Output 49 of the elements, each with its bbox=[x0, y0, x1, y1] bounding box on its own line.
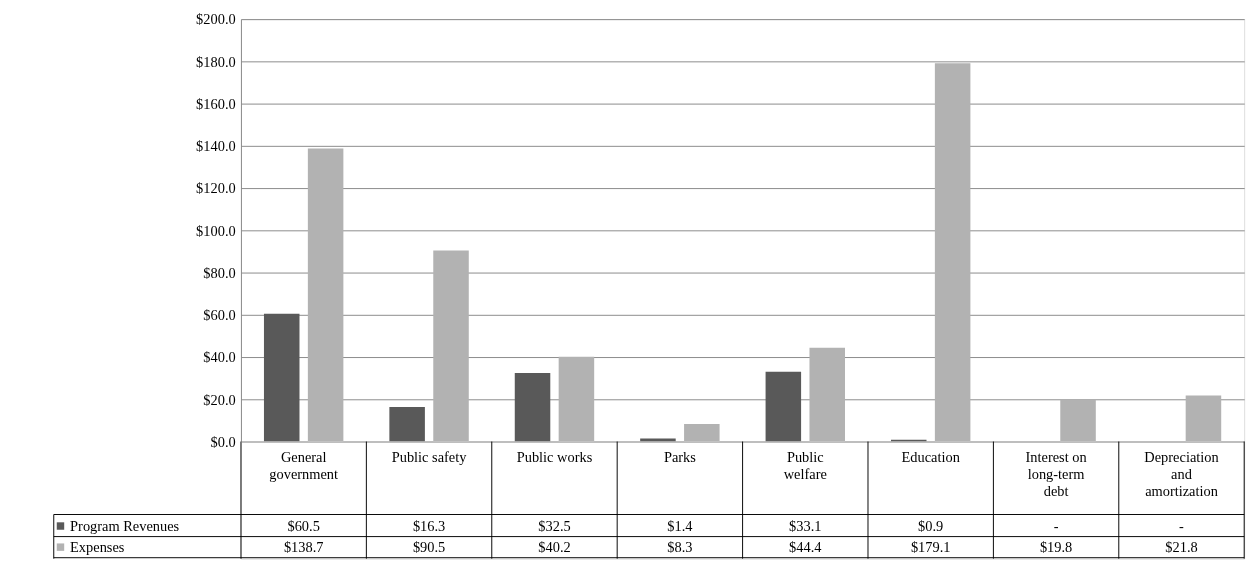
data-label: $19.8 bbox=[1039, 538, 1073, 555]
y-tick-label: $180.0 bbox=[196, 53, 236, 70]
y-tick-label: $140.0 bbox=[196, 138, 236, 155]
data-label: $90.5 bbox=[412, 538, 446, 555]
data-label: $44.4 bbox=[789, 538, 822, 555]
y-tick-label: $80.0 bbox=[203, 264, 236, 281]
y-tick-label: $120.0 bbox=[196, 180, 236, 197]
data-label: $32.5 bbox=[538, 517, 571, 534]
bar bbox=[765, 371, 802, 442]
x-tick-label: Education bbox=[901, 448, 960, 465]
x-tick-label: Interest on long-term debt bbox=[1025, 448, 1087, 500]
bar bbox=[514, 372, 551, 442]
bar bbox=[1185, 395, 1222, 442]
bar bbox=[934, 63, 971, 442]
y-tick-label: $40.0 bbox=[203, 349, 236, 366]
x-tick-label: General government bbox=[269, 448, 339, 482]
bar bbox=[684, 424, 720, 442]
data-label: $0.9 bbox=[918, 517, 944, 534]
y-tick-label: $160.0 bbox=[196, 95, 236, 112]
legend-label: Program Revenues bbox=[70, 517, 180, 534]
y-tick-label: $20.0 bbox=[203, 391, 236, 408]
bar bbox=[263, 313, 300, 442]
bar bbox=[433, 250, 469, 442]
bar bbox=[809, 347, 845, 442]
y-tick-label: $100.0 bbox=[196, 222, 236, 239]
text: - bbox=[1053, 517, 1059, 534]
y-tick-label: $0.0 bbox=[210, 433, 236, 450]
x-tick-label: Public welfare bbox=[783, 448, 827, 482]
legend-label: Expenses bbox=[70, 538, 125, 555]
x-tick-label: Public safety bbox=[391, 448, 468, 465]
data-label: $33.1 bbox=[789, 517, 822, 534]
text: - bbox=[1179, 517, 1184, 534]
x-tick-label: Depreciation and amortization bbox=[1144, 448, 1219, 500]
data-label: $21.8 bbox=[1165, 538, 1198, 555]
bar bbox=[389, 407, 425, 442]
data-label: $40.2 bbox=[538, 538, 571, 555]
data-label: $138.7 bbox=[283, 538, 324, 555]
y-tick-label: $200.0 bbox=[196, 11, 236, 28]
y-tick-label: $60.0 bbox=[203, 307, 236, 324]
data-label: $8.3 bbox=[667, 538, 693, 555]
bar bbox=[1060, 399, 1096, 442]
bar bbox=[558, 356, 595, 442]
data-label: $1.4 bbox=[667, 517, 693, 534]
data-label: $16.3 bbox=[412, 517, 446, 534]
x-tick-label: Public works bbox=[516, 448, 593, 465]
data-label: $179.1 bbox=[910, 538, 951, 555]
data-label: $60.5 bbox=[287, 517, 320, 534]
bar bbox=[307, 148, 344, 442]
x-tick-label: Parks bbox=[663, 448, 697, 465]
